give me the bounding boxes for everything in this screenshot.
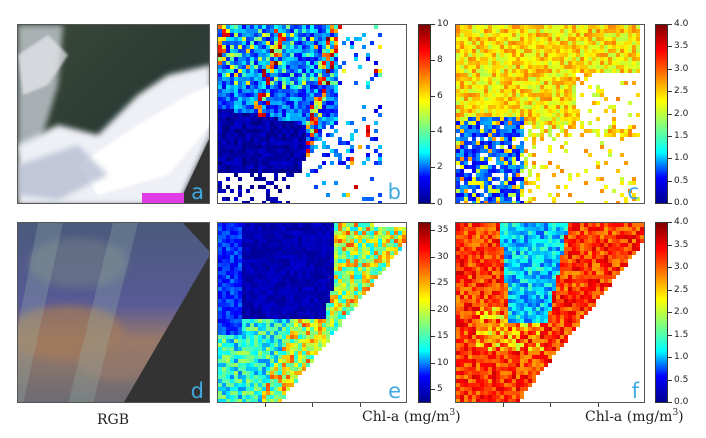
colorbar-b-tick-label: 2 <box>437 162 443 173</box>
colorbar-f <box>655 222 668 403</box>
colorbar-b-tickmark <box>431 95 435 97</box>
colorbar-c-tickmark <box>668 68 672 70</box>
colorbar-c-tick-label: 1.0 <box>674 153 689 164</box>
colorbar-f-tick-label: 4.0 <box>674 217 689 227</box>
colorbar-f-tick-label: 1.0 <box>674 352 689 362</box>
axis-tick <box>264 403 266 407</box>
caption-chl-f-exp: 3 <box>672 408 679 418</box>
colorbar-c-tickmark <box>668 203 672 204</box>
panel-b-chl-map: b <box>217 24 407 204</box>
colorbar-f-tick-label: 1.5 <box>674 329 689 340</box>
colorbar-b-tickmark <box>431 59 435 61</box>
colorbar-e-tickmark <box>431 256 435 258</box>
colorbar-f-tickmark <box>668 267 672 268</box>
colorbar-c-tickmark <box>668 135 672 137</box>
panel-d-rgb-image: d <box>17 222 210 403</box>
colorbar-f-tickmark <box>668 357 672 358</box>
colorbar-c-tick-label: 4.0 <box>674 19 689 29</box>
colorbar-f-tickmark <box>668 379 672 381</box>
rgb-image-d <box>18 223 209 402</box>
colorbar-c-tickmark <box>668 113 672 115</box>
colorbar-e-tickmark <box>431 362 435 364</box>
colorbar-e <box>418 222 431 403</box>
colorbar-b-tickmark <box>431 167 435 169</box>
panel-label-b: b <box>387 180 401 204</box>
colorbar-e-tick-label: 15 <box>437 331 449 341</box>
colorbar-b-tick-label: 8 <box>437 54 443 65</box>
panel-label-c: c <box>627 180 639 204</box>
panel-a-rgb-image: a <box>17 24 210 204</box>
axis-tick <box>359 403 361 407</box>
colorbar-f-tick-label: 0.0 <box>674 397 689 407</box>
caption-chl-e-close: ) <box>455 409 461 425</box>
colorbar-c-tickmark <box>668 158 672 160</box>
colorbar-f-tick-label: 0.5 <box>674 374 689 385</box>
colorbar-c-tickmark <box>668 24 672 25</box>
colorbar-c-tickmark <box>668 180 672 182</box>
colorbar-b <box>418 24 431 204</box>
axis-tick <box>312 403 313 407</box>
panel-label-d: d <box>190 379 204 403</box>
colorbar-b-tick-label: 6 <box>437 90 443 101</box>
caption-chl-e-exp: 3 <box>449 408 456 418</box>
panel-label-e: e <box>388 379 401 403</box>
caption-chl-f: Chl-a (mg/m3) <box>585 408 684 425</box>
panel-f-chl-map: f <box>455 222 645 403</box>
colorbar-f-tickmark <box>668 402 672 403</box>
caption-chl-e-text: Chl-a (mg/m <box>362 409 450 425</box>
chl-map-b <box>218 25 406 203</box>
colorbar-b-tick-label: 0 <box>437 198 443 208</box>
colorbar-c-tick-label: 2.5 <box>674 86 689 97</box>
colorbar-e-tickmark <box>431 230 435 231</box>
colorbar-b-tickmark <box>431 131 435 133</box>
colorbar-b-tick-label: 4 <box>437 126 443 137</box>
chl-map-f <box>456 223 644 402</box>
panel-c-chl-map: c <box>455 24 645 204</box>
caption-chl-f-close: ) <box>678 409 684 425</box>
colorbar-c <box>655 24 668 204</box>
colorbar-e-tick-label: 10 <box>437 357 449 368</box>
axis-tick <box>550 403 551 407</box>
panel-label-a: a <box>191 180 204 204</box>
colorbar-e-tick-label: 20 <box>437 304 449 315</box>
caption-rgb: RGB <box>97 412 130 428</box>
chl-map-c <box>456 25 644 203</box>
colorbar-f-tickmark <box>668 222 672 223</box>
colorbar-f-tickmark <box>668 244 672 246</box>
colorbar-e-tick-label: 30 <box>437 251 449 262</box>
chl-map-e <box>218 223 406 402</box>
colorbar-f-tickmark <box>668 312 672 313</box>
colorbar-c-tick-label: 0.5 <box>674 175 689 186</box>
rgb-image-a <box>18 25 209 203</box>
colorbar-b-tick-label: 10 <box>437 19 449 29</box>
colorbar-e-tickmark <box>431 389 435 390</box>
colorbar-c-tick-label: 1.5 <box>674 130 689 141</box>
colorbar-c-tickmark <box>668 46 672 48</box>
colorbar-e-tick-label: 5 <box>437 384 443 394</box>
colorbar-f-tickmark <box>668 289 672 291</box>
colorbar-f-tick-label: 3.0 <box>674 262 689 272</box>
colorbar-c-tickmark <box>668 91 672 93</box>
colorbar-f-tick-label: 2.5 <box>674 284 689 295</box>
caption-chl-f-text: Chl-a (mg/m <box>585 409 673 425</box>
colorbar-c-tick-label: 0.0 <box>674 198 689 208</box>
axis-tick <box>502 403 504 407</box>
colorbar-f-tickmark <box>668 334 672 336</box>
colorbar-e-tickmark <box>431 283 435 284</box>
colorbar-c-tick-label: 2.0 <box>674 108 689 119</box>
colorbar-e-tick-label: 35 <box>437 225 449 235</box>
colorbar-c-tick-label: 3.5 <box>674 41 689 52</box>
colorbar-f-tick-label: 3.5 <box>674 239 689 250</box>
colorbar-b-tickmark <box>431 24 435 25</box>
axis-tick <box>597 403 599 407</box>
colorbar-e-tick-label: 25 <box>437 278 449 288</box>
colorbar-e-tickmark <box>431 336 435 337</box>
colorbar-e-tickmark <box>431 309 435 311</box>
panel-label-f: f <box>631 379 639 403</box>
colorbar-b-tickmark <box>431 203 435 204</box>
colorbar-f-tick-label: 2.0 <box>674 307 689 317</box>
panel-e-chl-map: e <box>217 222 407 403</box>
colorbar-c-tick-label: 3.0 <box>674 63 689 74</box>
caption-chl-e: Chl-a (mg/m3) <box>362 408 461 425</box>
